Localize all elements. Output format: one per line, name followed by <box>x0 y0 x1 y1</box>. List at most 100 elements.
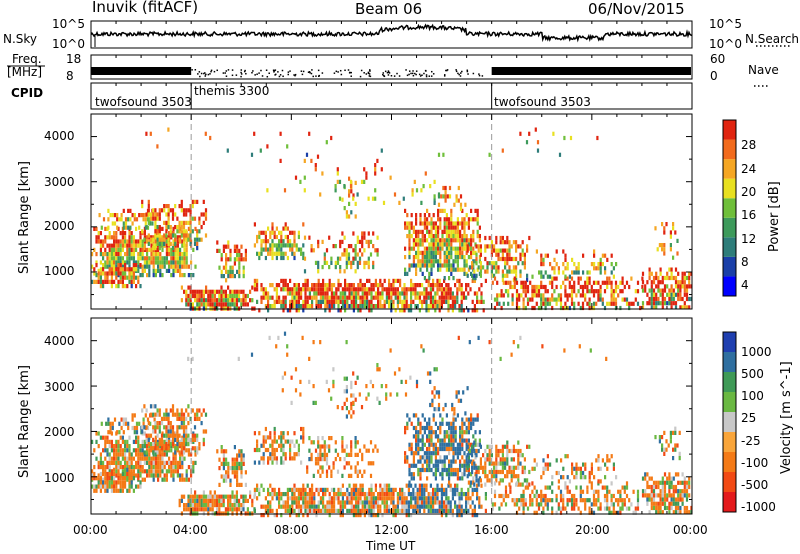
data-cell <box>604 253 607 258</box>
data-cell <box>267 299 270 304</box>
data-cell <box>158 421 161 426</box>
data-cell <box>121 235 124 240</box>
data-cell <box>104 252 107 257</box>
data-cell <box>121 267 124 272</box>
data-cell <box>205 302 208 307</box>
data-cell <box>170 264 173 269</box>
data-cell <box>233 257 236 262</box>
data-cell <box>211 494 214 499</box>
data-cell <box>280 230 283 235</box>
data-cell <box>161 260 164 265</box>
data-cell <box>321 239 324 244</box>
data-cell <box>99 247 102 252</box>
data-cell <box>538 270 541 275</box>
data-cell <box>280 287 283 292</box>
data-cell <box>595 266 598 271</box>
data-cell <box>204 212 208 217</box>
data-cell <box>106 471 109 477</box>
data-cell <box>132 235 135 240</box>
data-cell <box>182 416 186 421</box>
data-cell <box>501 457 504 462</box>
data-cell <box>456 246 459 251</box>
data-cell <box>293 487 296 492</box>
data-cell <box>352 513 355 518</box>
data-cell <box>121 476 124 481</box>
data-cell <box>493 248 496 253</box>
data-cell <box>573 262 576 267</box>
nave-dot <box>382 72 385 74</box>
data-cell <box>280 304 283 309</box>
data-cell <box>315 287 318 292</box>
nave-dot <box>368 75 371 77</box>
data-cell <box>612 274 615 279</box>
data-cell <box>108 471 111 477</box>
data-cell <box>303 158 306 163</box>
nave-dot <box>387 70 390 72</box>
data-cell <box>334 244 337 249</box>
data-cell <box>370 504 373 509</box>
data-cell <box>222 274 225 279</box>
data-cell <box>306 513 309 518</box>
nave-dot <box>204 75 207 77</box>
data-cell <box>260 251 263 256</box>
data-cell <box>493 276 497 281</box>
data-cell <box>463 267 466 272</box>
data-cell <box>372 504 375 509</box>
data-cell <box>233 457 236 462</box>
data-cell <box>423 255 426 260</box>
data-cell <box>372 461 375 466</box>
data-cell <box>156 212 159 217</box>
data-cell <box>102 448 105 453</box>
data-cell <box>636 301 640 306</box>
data-cell <box>414 496 417 501</box>
data-cell <box>198 446 201 451</box>
data-cell <box>179 252 182 257</box>
data-cell <box>141 452 144 457</box>
data-cell <box>427 295 430 300</box>
data-cell <box>522 301 525 306</box>
data-cell <box>440 504 443 509</box>
data-cell <box>601 297 604 302</box>
data-cell <box>299 179 302 184</box>
data-cell <box>152 243 155 248</box>
data-cell <box>681 305 684 310</box>
data-cell <box>443 504 446 509</box>
data-cell <box>668 288 671 293</box>
data-cell <box>176 235 179 240</box>
data-cell <box>508 252 511 257</box>
data-cell <box>368 508 371 513</box>
power-panel <box>91 127 693 313</box>
data-cell <box>345 389 348 394</box>
data-cell <box>586 280 589 285</box>
data-cell <box>659 288 662 293</box>
data-cell <box>414 500 417 505</box>
data-cell <box>449 487 452 492</box>
data-cell <box>350 189 353 194</box>
data-cell <box>601 280 604 285</box>
data-cell <box>367 256 370 261</box>
data-cell <box>124 235 127 240</box>
data-cell <box>200 421 203 426</box>
data-cell <box>401 492 404 497</box>
data-cell <box>415 238 418 243</box>
data-cell <box>159 456 162 461</box>
data-cell <box>571 257 574 262</box>
nave-dot <box>350 75 352 77</box>
data-cell <box>139 235 142 240</box>
data-cell <box>160 241 164 246</box>
data-cell <box>497 448 500 454</box>
data-cell <box>311 295 314 300</box>
data-cell <box>508 256 511 262</box>
nave-dot <box>243 70 246 73</box>
data-cell <box>452 472 455 477</box>
data-cell <box>443 278 446 283</box>
data-cell <box>339 269 342 274</box>
data-cell <box>405 299 408 304</box>
data-cell <box>220 449 223 454</box>
data-cell <box>275 226 278 231</box>
data-cell <box>130 471 133 477</box>
data-cell <box>231 269 234 274</box>
data-cell <box>113 235 116 240</box>
data-cell <box>343 184 346 189</box>
data-cell <box>293 431 296 436</box>
